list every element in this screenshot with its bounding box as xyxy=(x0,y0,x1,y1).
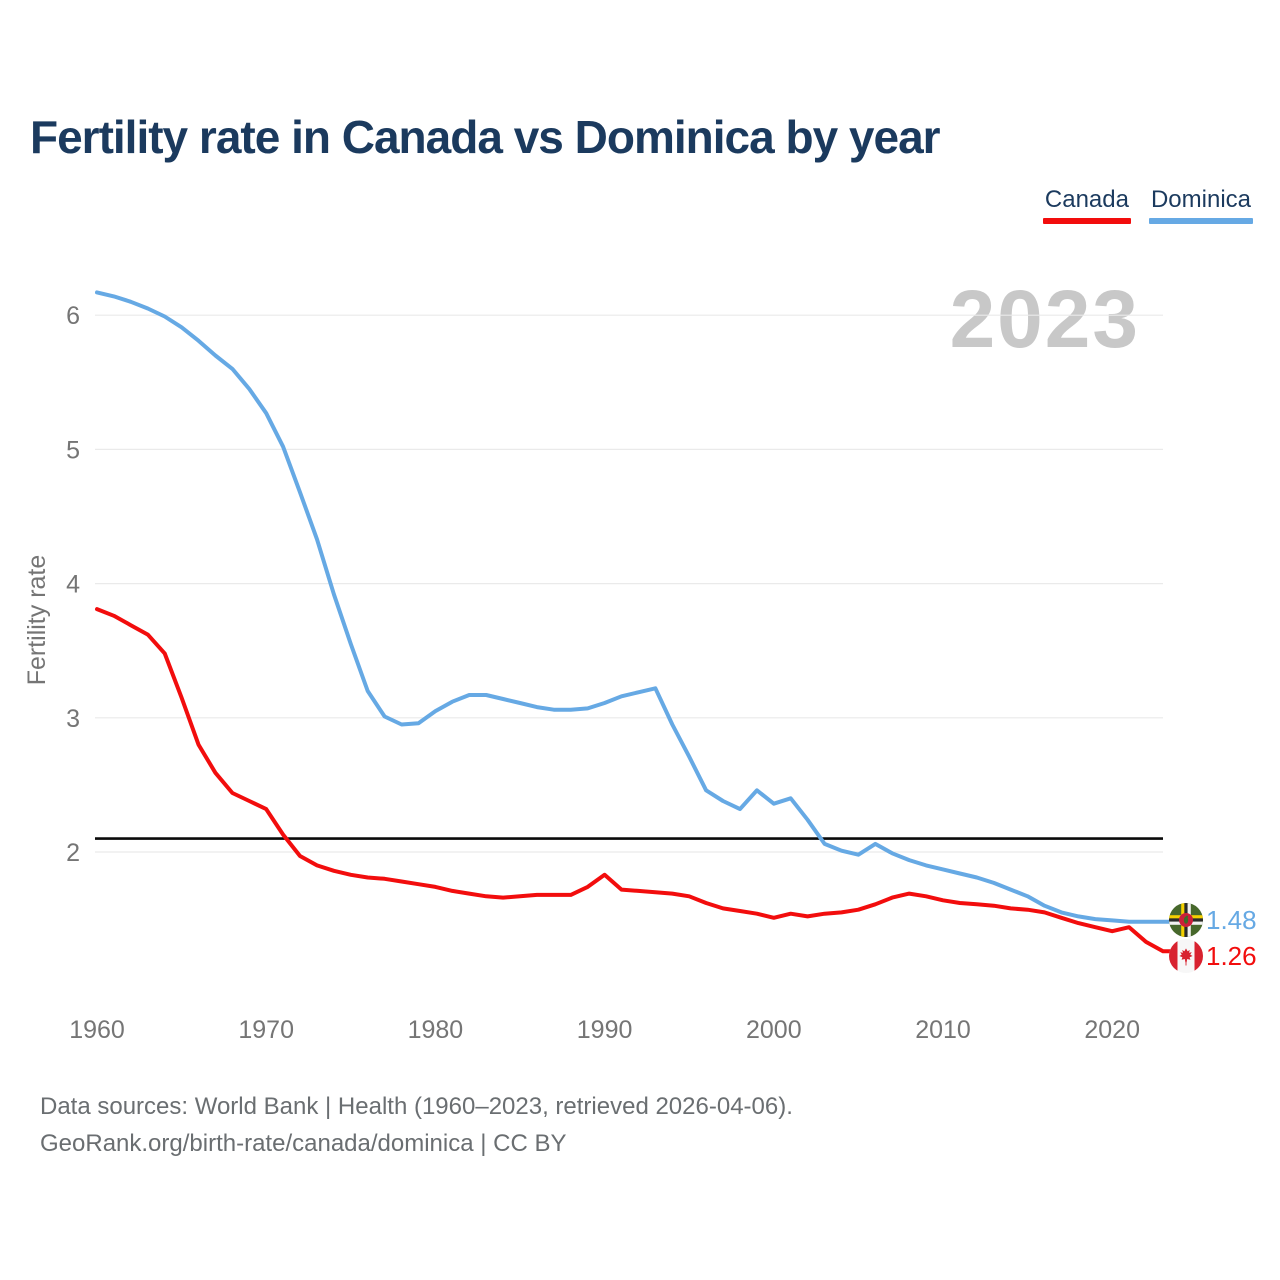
y-tick-label: 6 xyxy=(66,302,80,330)
watermark-year: 2023 xyxy=(950,274,1140,365)
canada-flag-icon xyxy=(1169,939,1203,973)
legend-label-dominica: Dominica xyxy=(1150,186,1251,213)
x-tick-label: 1970 xyxy=(238,1016,294,1044)
x-tick-label: 2010 xyxy=(915,1016,971,1044)
x-tick-label: 2020 xyxy=(1084,1016,1140,1044)
page-title: Fertility rate in Canada vs Dominica by … xyxy=(30,111,941,163)
x-tick-label: 2000 xyxy=(746,1016,802,1044)
legend-underline-dominica xyxy=(1148,218,1253,224)
y-axis-title: Fertility rate xyxy=(23,555,51,686)
legend-label-canada: Canada xyxy=(1044,186,1129,213)
y-tick-label: 5 xyxy=(66,436,80,464)
x-tick-label: 1980 xyxy=(408,1016,464,1044)
y-tick-label: 4 xyxy=(66,571,80,599)
footer-attribution: Data sources: World Bank | Health (1960–… xyxy=(40,1088,793,1162)
footer-line-1: Data sources: World Bank | Health (1960–… xyxy=(40,1093,793,1120)
legend-item-dominica[interactable]: Dominica xyxy=(1148,186,1253,224)
legend-underline-canada xyxy=(1042,218,1131,224)
canada-line[interactable] xyxy=(95,607,1172,954)
legend: Canada Dominica xyxy=(1042,186,1253,224)
y-tick-label: 3 xyxy=(66,705,80,733)
x-tick-label: 1990 xyxy=(577,1016,633,1044)
dominica-end-value: 1.48 xyxy=(1206,905,1257,935)
y-tick-label: 2 xyxy=(66,839,80,867)
x-tick-label: 1960 xyxy=(69,1016,125,1044)
canada-end-value: 1.26 xyxy=(1206,941,1257,971)
legend-item-canada[interactable]: Canada xyxy=(1042,186,1131,224)
footer-line-2: GeoRank.org/birth-rate/canada/dominica |… xyxy=(40,1130,567,1157)
dominica-line[interactable] xyxy=(95,290,1172,924)
dominica-flag-icon xyxy=(1169,903,1203,937)
